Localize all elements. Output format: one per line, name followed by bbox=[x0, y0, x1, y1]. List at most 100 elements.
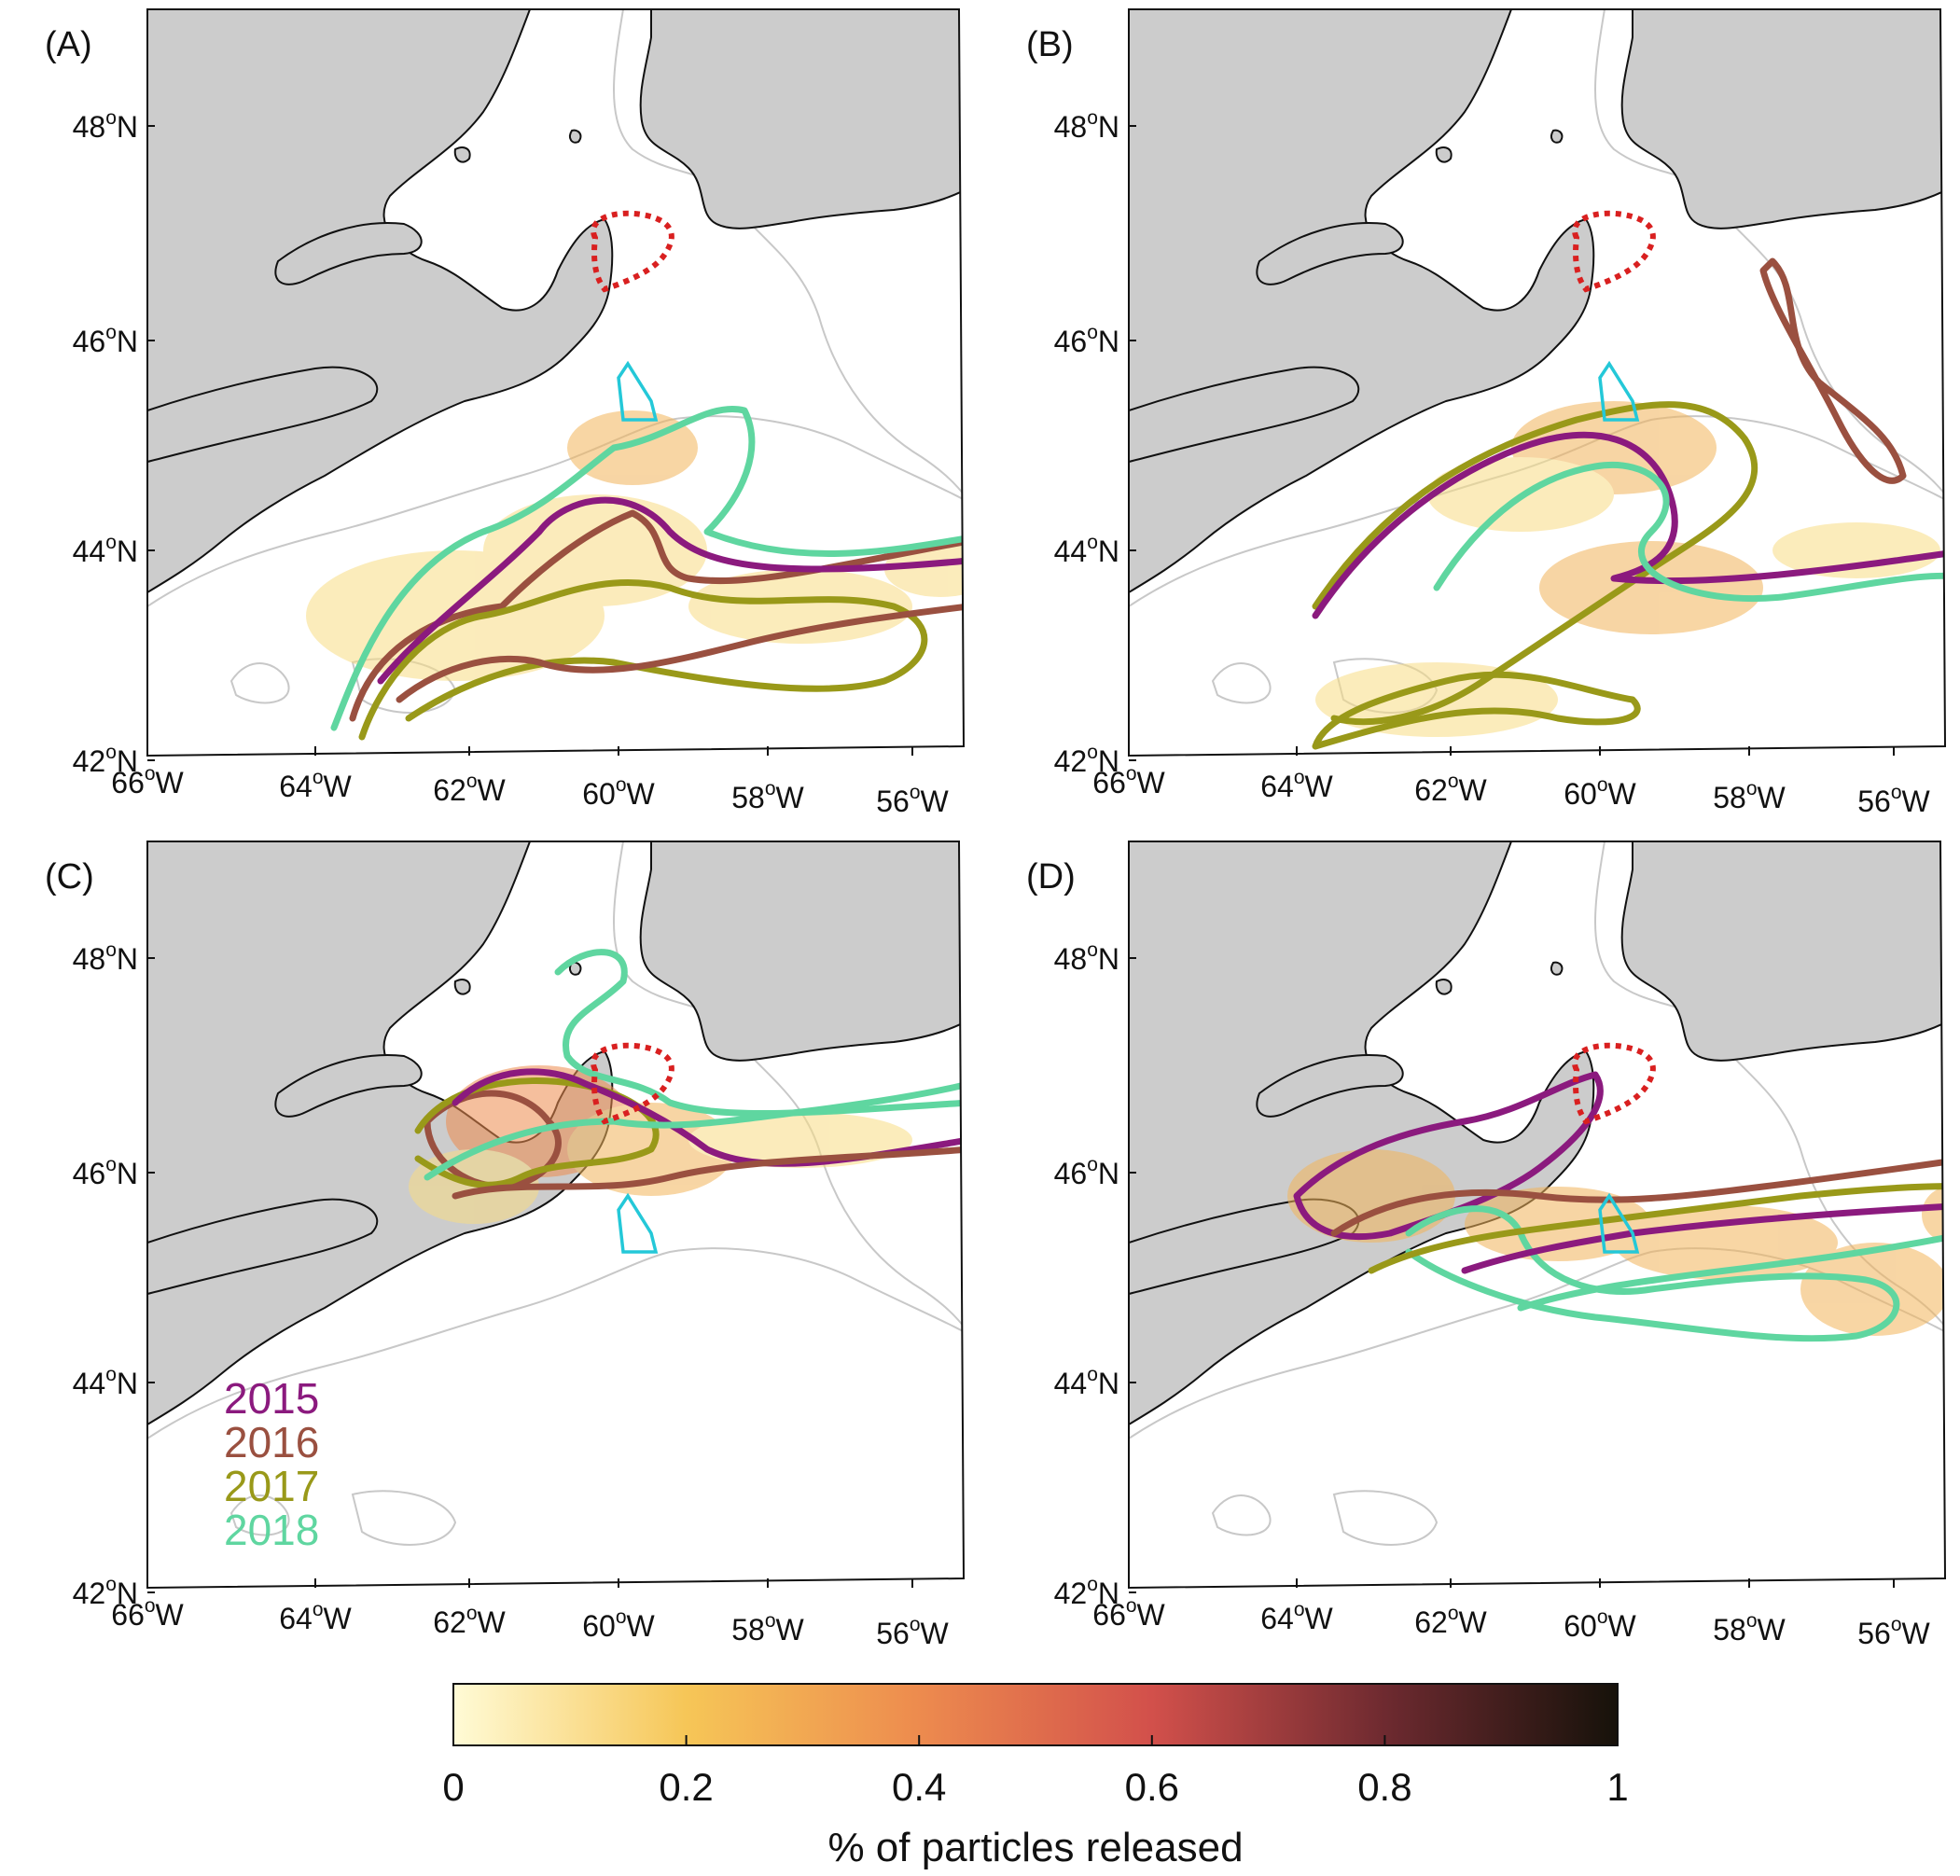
lon-tick-label: 56oW bbox=[1857, 782, 1930, 818]
density-blob bbox=[1772, 522, 1940, 578]
lon-tick-label: 64oW bbox=[279, 1599, 352, 1635]
lat-tick-label: 44oN bbox=[73, 1364, 138, 1400]
lon-tick-label: 58oW bbox=[1713, 1610, 1786, 1647]
contour-2018 bbox=[1517, 1230, 1945, 1312]
lon-tick-label: 66oW bbox=[1092, 1595, 1165, 1632]
colorbar-tick-label: 0.4 bbox=[892, 1765, 946, 1809]
density-blob bbox=[1922, 1187, 1945, 1243]
lon-tick-label: 56oW bbox=[876, 1614, 949, 1650]
lon-tick-label: 64oW bbox=[1260, 1599, 1333, 1635]
colorbar-ticks: 0 0.2 0.4 0.6 0.8 1 bbox=[442, 1735, 1629, 1809]
release-area-outline bbox=[617, 1192, 659, 1254]
lon-tick-label: 60oW bbox=[1564, 1606, 1636, 1643]
colorbar-gradient bbox=[452, 1683, 1619, 1746]
colorbar-tick-label: 0 bbox=[442, 1765, 464, 1809]
contour-2015 bbox=[1461, 1202, 1945, 1274]
colorbar-tick-label: 0.8 bbox=[1357, 1765, 1411, 1809]
density-blob bbox=[1800, 1243, 1945, 1336]
lat-tick-label: 46oN bbox=[73, 1154, 138, 1190]
lon-tick-label: 62oW bbox=[433, 1603, 506, 1639]
colorbar-tick-label: 0.2 bbox=[659, 1765, 713, 1809]
lon-tick-label: 64oW bbox=[1260, 767, 1333, 803]
lon-tick-label: 66oW bbox=[111, 763, 184, 799]
panel-label: (B) bbox=[1026, 25, 1074, 64]
density-blob bbox=[567, 410, 698, 485]
lat-tick-label: 48oN bbox=[1054, 939, 1119, 976]
lat-tick-label: 42oN bbox=[73, 742, 138, 778]
map-frame bbox=[1128, 841, 1947, 1590]
contour-2018 bbox=[330, 406, 964, 731]
lon-tick-label: 62oW bbox=[1414, 1603, 1487, 1639]
lat-tick-label: 46oN bbox=[1054, 322, 1119, 358]
release-area-outline bbox=[617, 360, 659, 422]
lat-tick-label: 46oN bbox=[1054, 1154, 1119, 1190]
contour-2017 bbox=[1312, 401, 1758, 726]
lat-tick-label: 44oN bbox=[1054, 532, 1119, 568]
panel-label: (D) bbox=[1026, 857, 1076, 896]
target-area-outline bbox=[591, 1042, 674, 1125]
legend-year-2015: 2015 bbox=[224, 1374, 319, 1423]
panel-label: (C) bbox=[45, 857, 94, 896]
density-blob bbox=[688, 569, 912, 644]
release-area-outline bbox=[1598, 1192, 1640, 1254]
lat-tick-label: 46oN bbox=[73, 322, 138, 358]
contour-2015 bbox=[1293, 1071, 1604, 1241]
target-area-outline bbox=[1572, 210, 1656, 293]
lon-tick-label: 60oW bbox=[1564, 774, 1636, 811]
colorbar: 0 0.2 0.4 0.6 0.8 1 % of particles released bbox=[442, 1683, 1629, 1870]
contour-2015 bbox=[1312, 431, 1945, 619]
contour-2018 bbox=[1433, 462, 1945, 603]
lat-tick-label: 42oN bbox=[1054, 742, 1119, 778]
contour-2016 bbox=[1330, 1155, 1945, 1237]
contour-2015 bbox=[377, 496, 964, 685]
lon-tick-label: 58oW bbox=[731, 1610, 804, 1647]
lat-tick-label: 44oN bbox=[1054, 1364, 1119, 1400]
lon-tick-label: 62oW bbox=[1414, 771, 1487, 807]
lon-tick-label: 56oW bbox=[1857, 1614, 1930, 1650]
lon-tick-label: 66oW bbox=[111, 1595, 184, 1632]
contour-2016 bbox=[1759, 257, 1907, 484]
lon-tick-label: 64oW bbox=[279, 767, 352, 803]
contour-2016 bbox=[424, 1090, 562, 1190]
lon-tick-label: 58oW bbox=[1713, 778, 1786, 814]
target-area-outline bbox=[591, 210, 674, 293]
colorbar-title: % of particles released bbox=[827, 1825, 1243, 1870]
release-area-outline bbox=[1598, 360, 1640, 422]
lon-tick-label: 66oW bbox=[1092, 763, 1165, 799]
contour-2016 bbox=[396, 603, 964, 703]
legend-year-2016: 2016 bbox=[224, 1418, 319, 1466]
map-frame bbox=[146, 8, 966, 757]
legend-year-2017: 2017 bbox=[224, 1462, 319, 1510]
contour-2017 bbox=[1312, 671, 1641, 750]
contour-2016 bbox=[452, 1146, 964, 1200]
map-frame bbox=[146, 841, 966, 1590]
lon-tick-label: 62oW bbox=[433, 771, 506, 807]
colorbar-tick-label: 0.6 bbox=[1125, 1765, 1179, 1809]
lon-tick-label: 58oW bbox=[731, 778, 804, 814]
lon-tick-label: 60oW bbox=[582, 1606, 655, 1643]
panel-label: (A) bbox=[45, 25, 92, 64]
contour-2018 bbox=[424, 1080, 964, 1181]
lat-tick-label: 48oN bbox=[73, 939, 138, 976]
target-area-outline bbox=[1572, 1042, 1656, 1125]
contour-2017 bbox=[414, 1077, 660, 1188]
contour-2017 bbox=[1368, 1183, 1945, 1274]
lat-tick-label: 42oN bbox=[73, 1574, 138, 1610]
map-frame bbox=[1128, 8, 1947, 757]
legend-year-2018: 2018 bbox=[224, 1506, 319, 1554]
lat-tick-label: 48oN bbox=[73, 107, 138, 144]
contour-2018 bbox=[1405, 1205, 1900, 1342]
lon-tick-label: 56oW bbox=[876, 782, 949, 818]
lat-tick-label: 44oN bbox=[73, 532, 138, 568]
lat-tick-label: 42oN bbox=[1054, 1574, 1119, 1610]
lat-tick-label: 48oN bbox=[1054, 107, 1119, 144]
colorbar-tick-label: 1 bbox=[1606, 1765, 1628, 1809]
density-blob bbox=[1539, 541, 1763, 634]
basemap bbox=[1129, 9, 1945, 714]
